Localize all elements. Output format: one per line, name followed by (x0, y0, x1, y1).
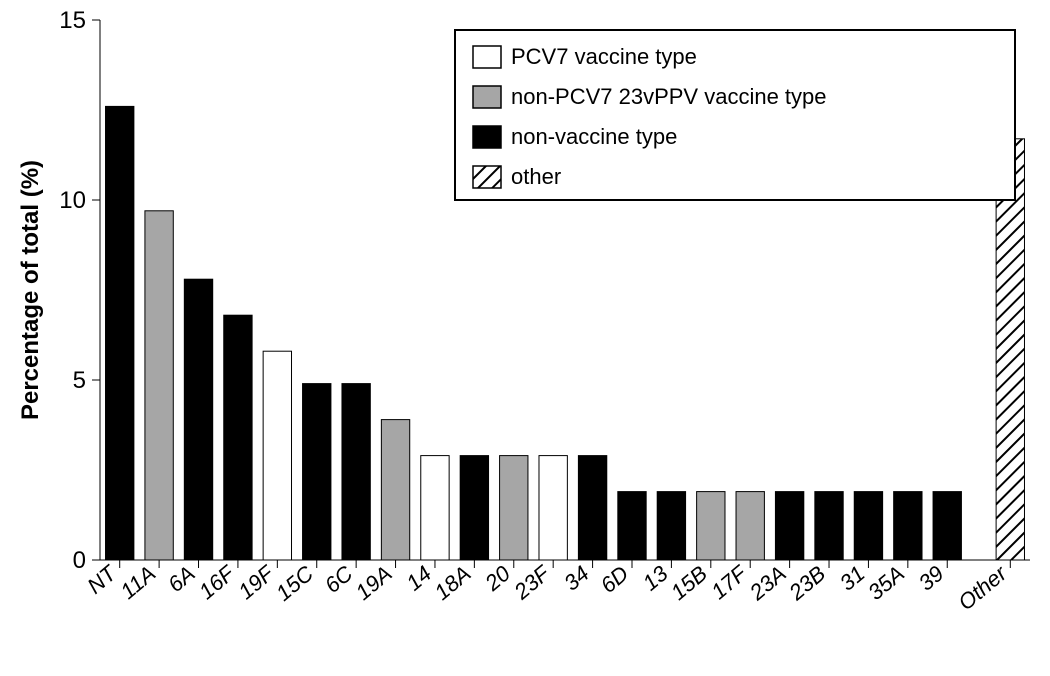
bar-chart: 051015Percentage of total (%)NT11A6A16F1… (0, 0, 1050, 676)
xtick-label: 35A (863, 561, 909, 605)
bar (342, 384, 370, 560)
bar (263, 351, 291, 560)
ytick-label: 5 (73, 367, 86, 394)
xtick-label: 34 (559, 561, 594, 596)
bar (224, 315, 252, 560)
xtick-label: 14 (401, 561, 436, 596)
xtick-label: 31 (835, 561, 870, 596)
xtick-label: 39 (914, 561, 949, 596)
xtick-label: 17F (706, 560, 752, 605)
xtick-label: 19F (233, 560, 279, 605)
bar (815, 492, 843, 560)
xtick-label: 23B (783, 561, 830, 606)
chart-svg: 051015Percentage of total (%)NT11A6A16F1… (0, 0, 1050, 676)
bar (145, 211, 173, 560)
xtick-label: 19A (351, 561, 397, 605)
legend-swatch (473, 46, 501, 68)
bar (381, 420, 409, 560)
legend-label: PCV7 vaccine type (511, 44, 697, 69)
xtick-label: 18A (430, 561, 476, 605)
legend-label: non-vaccine type (511, 124, 677, 149)
xtick-label: 23A (744, 561, 791, 606)
bar (184, 279, 212, 560)
bar (775, 492, 803, 560)
bar (736, 492, 764, 560)
xtick-label: 20 (479, 560, 515, 596)
bar (894, 492, 922, 560)
ytick-label: 15 (59, 7, 86, 34)
bar (657, 492, 685, 560)
xtick-label: 15C (271, 561, 318, 606)
xtick-label: 23F (509, 560, 556, 605)
ytick-label: 10 (59, 187, 86, 214)
bar (303, 384, 331, 560)
xtick-label: 16F (194, 560, 240, 605)
legend-swatch (473, 126, 501, 148)
xtick-label: 6A (163, 561, 200, 597)
bar (697, 492, 725, 560)
xtick-label: 6D (596, 561, 634, 598)
xtick-label: Other (953, 560, 1013, 616)
bar (539, 456, 567, 560)
y-axis-label: Percentage of total (%) (17, 160, 44, 420)
bar (854, 492, 882, 560)
xtick-label: 15B (666, 561, 712, 605)
bar (618, 492, 646, 560)
bar (421, 456, 449, 560)
xtick-label: 13 (638, 560, 673, 595)
legend-swatch (473, 86, 501, 108)
bar (500, 456, 528, 560)
legend-label: non-PCV7 23vPPV vaccine type (511, 84, 827, 109)
xtick-label: 6C (320, 561, 358, 598)
bar (460, 456, 488, 560)
bar (106, 106, 134, 560)
bar (996, 139, 1024, 560)
legend-label: other (511, 164, 561, 189)
xtick-label: NT (82, 560, 122, 599)
bar (578, 456, 606, 560)
bar (933, 492, 961, 560)
xtick-label: 11A (116, 561, 161, 604)
ytick-label: 0 (73, 547, 86, 574)
legend-swatch (473, 166, 501, 188)
